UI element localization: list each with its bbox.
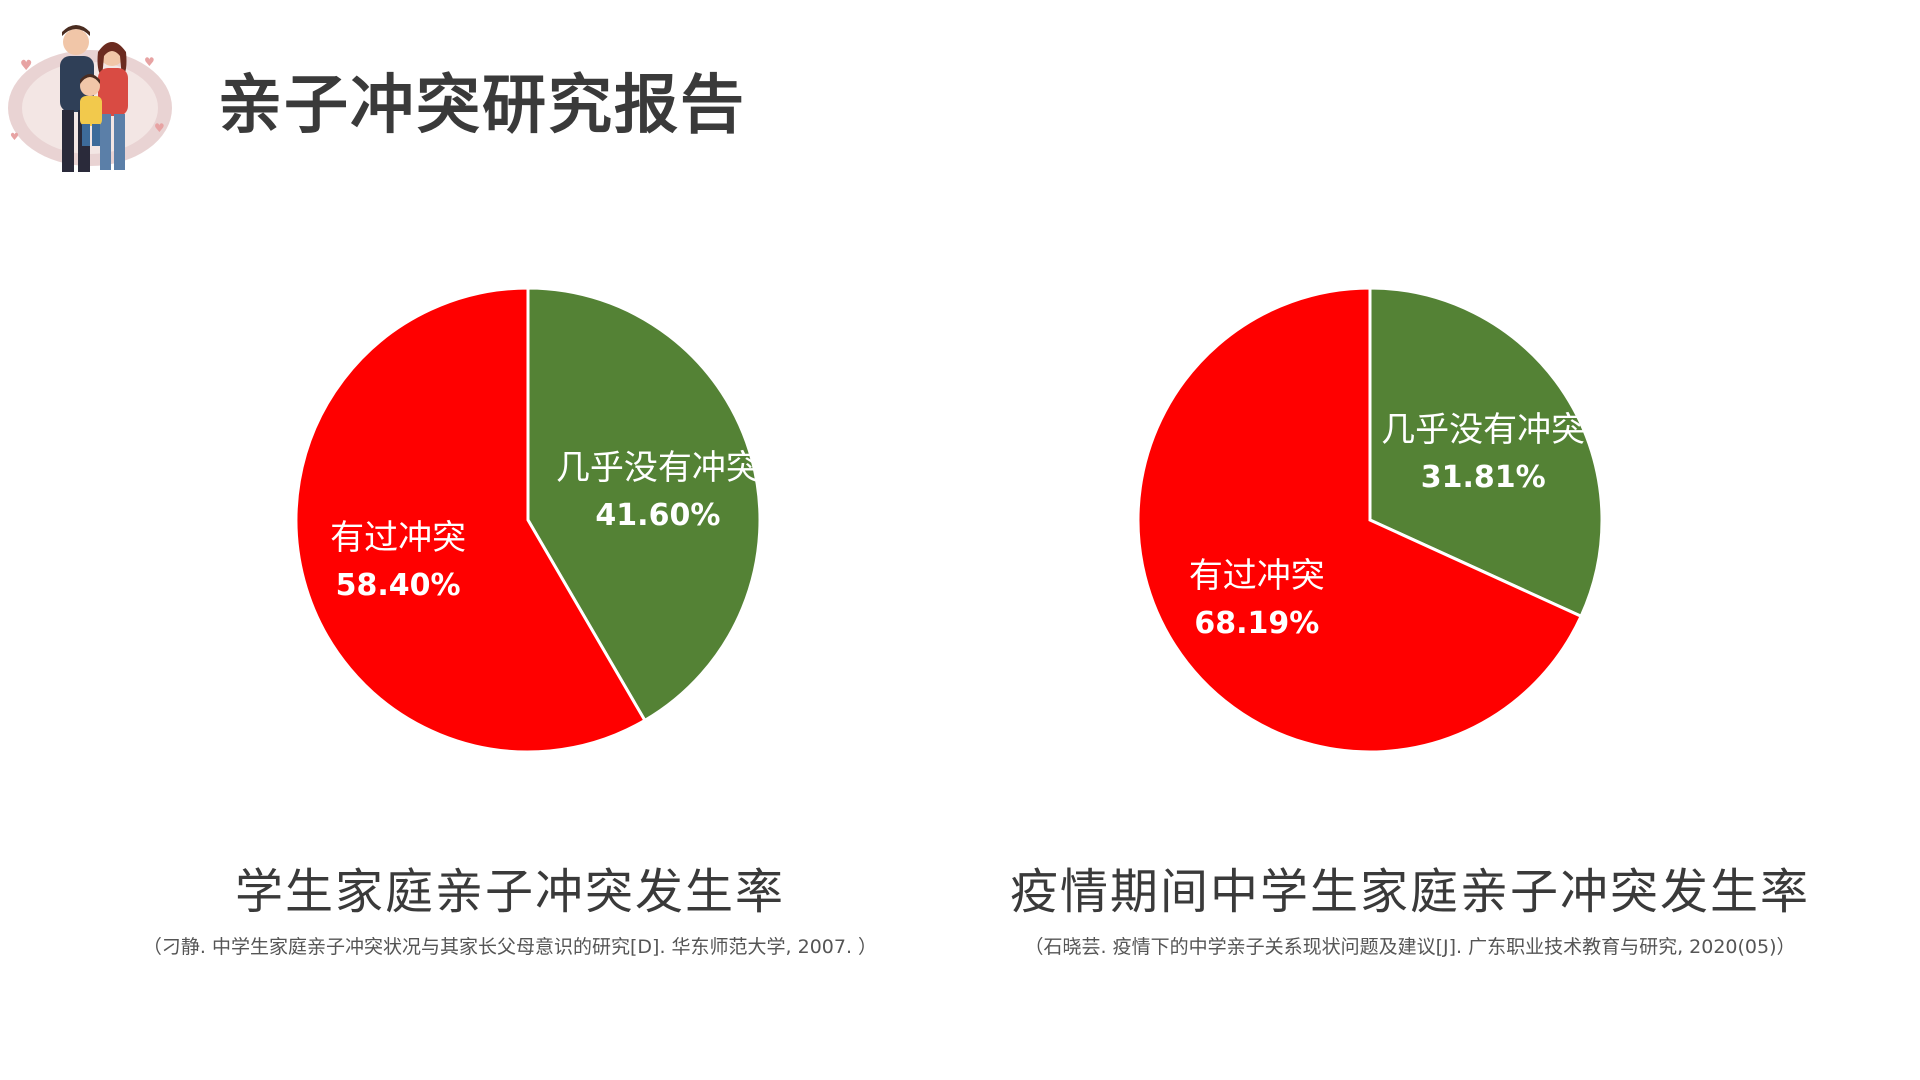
pie-slice-percent: 68.19%	[1194, 606, 1319, 641]
pie-slice-conflict	[294, 286, 647, 754]
chart-title-right: 疫情期间中学生家庭亲子冲突发生率	[1009, 864, 1810, 920]
chart-source-left: （刁静. 中学生家庭亲子冲突状况与其家长父母意识的研究[D]. 华东师范大学, …	[142, 936, 878, 958]
pie-slice-percent: 58.40%	[336, 568, 461, 603]
pie-slice-no-conflict	[1368, 286, 1604, 619]
pie-slice-label: 有过冲突	[1189, 556, 1325, 596]
pie-slice-conflict	[1136, 286, 1584, 754]
pie-slice-percent: 31.81%	[1421, 460, 1546, 495]
pie-slice-percent: 41.60%	[595, 498, 720, 533]
pie-slice-label: 几乎没有冲突	[556, 448, 760, 488]
svg-text:♥: ♥	[144, 55, 155, 69]
page-title: 亲子冲突研究报告	[218, 69, 746, 143]
chart-title-left: 学生家庭亲子冲突发生率	[234, 864, 785, 920]
svg-text:♥: ♥	[20, 58, 33, 74]
pie-chart-left: 几乎没有冲突 41.60% 有过冲突 58.40%	[294, 286, 762, 754]
pie-slice-no-conflict	[526, 286, 762, 723]
pie-slice-label: 几乎没有冲突	[1381, 410, 1585, 450]
chart-source-right: （石晓芸. 疫情下的中学亲子关系现状问题及建议[J]. 广东职业技术教育与研究,…	[1024, 936, 1796, 958]
svg-text:♥: ♥	[154, 121, 165, 135]
pie-chart-right: 几乎没有冲突 31.81% 有过冲突 68.19%	[1136, 286, 1604, 754]
svg-text:♥: ♥	[10, 132, 19, 143]
pie-slice-label: 有过冲突	[330, 518, 466, 558]
family-illustration-icon: ♥ ♥ ♥ ♥	[8, 25, 172, 172]
